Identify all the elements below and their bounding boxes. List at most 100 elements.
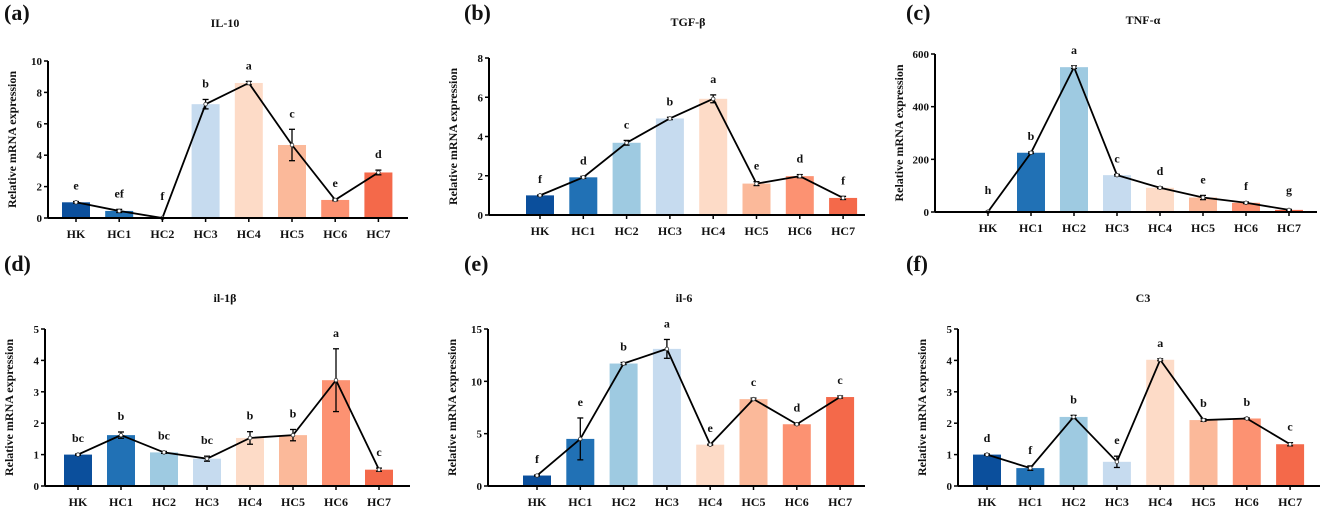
y-tick-label: 5 [947,324,953,336]
y-axis-label: Relative mRNA expression [892,64,906,201]
x-tick-label: HC6 [1235,495,1259,509]
data-point [376,170,381,175]
trend-line [539,97,844,199]
x-tick-label: HC6 [324,495,348,509]
panel-f-c3: (f) C3 Relative mRNA expression d HK f HC1 b HC2… [880,251,1325,510]
chart-svg: (c) TNF-α Relative mRNA expression h HK b HC1 a… [892,0,1317,235]
x-tick-label: HC1 [107,227,131,241]
x-tick-label: HC7 [1277,221,1301,235]
x-tick-label: HC4 [238,495,262,509]
x-tick-label: HC4 [701,224,725,238]
trend-line [536,347,841,477]
x-tick-label: HC3 [655,495,679,509]
y-tick-label: 400 [913,102,930,114]
significance-letter: f [841,173,846,187]
y-axis-label: Relative mRNA expression [445,339,459,476]
panel-label: (c) [906,0,930,25]
bar-HC7 [1276,444,1305,486]
chart-title: TNF-α [1126,13,1161,27]
y-tick-label: 200 [913,154,930,166]
bar-HC1 [569,177,598,215]
significance-letter: a [664,316,670,330]
bar-HC4 [1146,187,1174,212]
significance-letter: f [538,172,543,186]
x-tick-label: HK [979,221,998,235]
significance-letter: c [837,373,843,387]
data-point [1114,172,1120,178]
panel-label: (d) [4,251,31,276]
data-point [1028,150,1034,155]
significance-letter: d [580,153,587,167]
data-point [624,140,629,145]
data-point [794,422,799,427]
y-axis-label: Relative mRNA expression [5,71,19,208]
data-point [203,101,208,107]
x-tick-label: HC2 [1062,495,1086,509]
significance-letter: f [160,189,165,203]
bar-HC3 [193,458,221,486]
bar-HK [523,475,551,486]
data-point [1201,417,1206,423]
significance-letter: e [1114,433,1120,447]
data-point [621,361,626,366]
significance-letter: b [1243,395,1250,409]
x-tick-label: HC2 [152,495,176,509]
significance-letter: c [376,445,382,459]
data-point [1071,414,1076,420]
data-point [290,432,296,438]
x-tick-label: HC3 [195,495,219,509]
data-point [797,173,802,179]
data-point [1200,195,1206,200]
x-tick-label: HC3 [1105,221,1129,235]
data-point [984,452,990,457]
bar-HC7 [829,197,858,215]
significance-letter: d [1157,164,1164,178]
data-point [1028,465,1033,471]
bar-HC2 [609,363,638,486]
panel-b-tgfb: (b) TGF-β Relative mRNA expression f HK d HC1 c… [440,0,885,255]
y-axis-label: Relative mRNA expression [915,339,929,476]
x-tick-label: HK [531,224,550,238]
y-tick-label: 15 [471,324,483,336]
data-point [578,436,583,442]
x-tick-label: HC4 [698,495,722,509]
bar-HC6 [1232,418,1261,486]
data-point [667,116,673,121]
chart-title: il-1β [214,291,237,305]
x-tick-label: HC2 [612,495,636,509]
x-tick-label: HK [69,495,88,509]
bar-HC3 [652,348,681,486]
y-tick-label: 0 [477,481,483,493]
significance-letter: b [202,76,209,90]
significance-letter: b [1200,396,1207,410]
x-tick-label: HC1 [1018,495,1042,509]
significance-letter: b [118,409,125,423]
data-point [333,377,339,383]
y-axis-label: Relative mRNA expression [2,339,16,476]
significance-letter: b [247,409,254,423]
bar-HC5 [739,399,768,486]
significance-letter: e [1200,172,1206,186]
x-tick-label: HC3 [1105,495,1129,509]
bar-HC1 [1016,468,1045,486]
significance-letter: bc [158,428,171,442]
x-tick-label: HC6 [323,227,347,241]
x-tick-label: HC2 [150,227,174,241]
y-tick-label: 10 [31,56,43,68]
panel-label: (b) [464,0,491,25]
significance-letter: c [289,106,295,120]
panel-a-il10: (a) IL-10 Relative mRNA expression e HK ef HC1… [0,0,445,255]
data-point [161,450,167,455]
bar-HC6 [1232,202,1260,212]
significance-letter: f [1028,443,1033,457]
data-point [1071,64,1077,70]
chart-svg: (e) il-6 Relative mRNA expression f HK e HC1 b H… [445,251,865,509]
bar-HC5 [742,183,771,215]
x-tick-label: HC7 [831,224,855,238]
significance-letter: e [578,395,584,409]
y-tick-label: 6 [37,119,43,131]
significance-letter: e [333,176,339,190]
significance-letter: c [1287,420,1293,434]
significance-letter: a [333,326,339,340]
significance-letter: b [1070,392,1077,406]
